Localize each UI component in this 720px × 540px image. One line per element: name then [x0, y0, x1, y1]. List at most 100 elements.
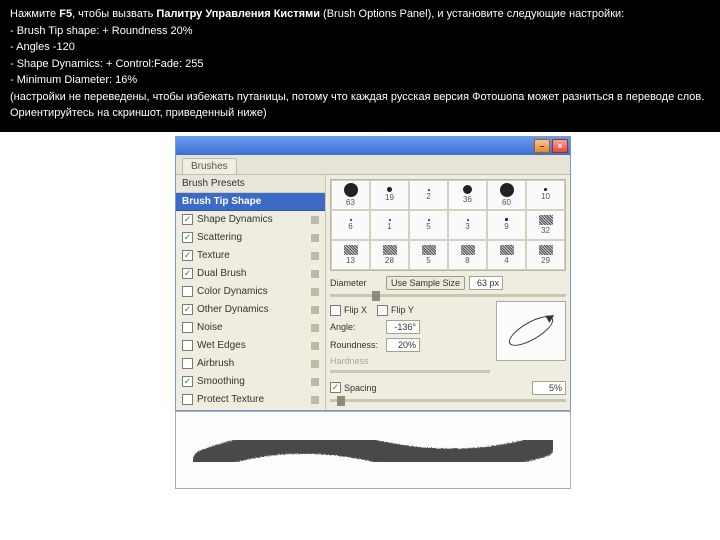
diameter-label: Diameter	[330, 278, 382, 288]
brush-swatch[interactable]: 1	[370, 210, 409, 240]
sidebar-checkbox[interactable]	[182, 340, 193, 351]
swatch-size-label: 5	[426, 256, 430, 265]
tab-row: Brushes	[176, 155, 570, 175]
swatch-icon	[344, 183, 358, 197]
sidebar-item-label: Texture	[197, 250, 230, 261]
angle-preview[interactable]	[496, 301, 566, 361]
brush-swatch[interactable]: 5	[409, 210, 448, 240]
lock-icon	[311, 396, 319, 404]
brush-settings-panel: 631923660106153932132858429 Diameter Use…	[326, 175, 570, 410]
sidebar-item-label: Noise	[197, 322, 223, 333]
sidebar-item-airbrush[interactable]: Airbrush	[176, 355, 325, 373]
brush-swatch[interactable]: 5	[409, 240, 448, 270]
swatch-icon	[539, 215, 553, 225]
sidebar-item-presets[interactable]: Brush Presets	[176, 175, 325, 193]
brush-swatch[interactable]: 63	[331, 180, 370, 210]
brush-swatch[interactable]: 10	[526, 180, 565, 210]
swatch-size-label: 2	[426, 192, 430, 201]
sidebar-checkbox[interactable]	[182, 268, 193, 279]
brush-swatch[interactable]: 36	[448, 180, 487, 210]
swatch-icon	[428, 189, 430, 191]
angle-value[interactable]: -136°	[386, 320, 420, 334]
swatch-icon	[428, 219, 430, 221]
sidebar-item-texture[interactable]: Texture	[176, 247, 325, 265]
swatch-icon	[467, 219, 469, 221]
brush-swatch[interactable]: 2	[409, 180, 448, 210]
swatch-icon	[350, 219, 352, 221]
swatch-icon	[463, 185, 472, 194]
sidebar-item-smoothing[interactable]: Smoothing	[176, 373, 325, 391]
tab-brushes[interactable]: Brushes	[182, 158, 237, 174]
swatch-icon	[422, 245, 436, 255]
sidebar-item-wet-edges[interactable]: Wet Edges	[176, 337, 325, 355]
sidebar-item-label: Wet Edges	[197, 340, 246, 351]
sidebar-item-label: Airbrush	[197, 358, 234, 369]
flip-y-label: Flip Y	[391, 305, 414, 315]
spacing-checkbox[interactable]	[330, 382, 341, 393]
sidebar-item-label: Protect Texture	[197, 394, 264, 405]
sidebar-item-label: Shape Dynamics	[197, 214, 273, 225]
sidebar-checkbox[interactable]	[182, 232, 193, 243]
minimize-button[interactable]: –	[534, 139, 550, 153]
lock-icon	[311, 216, 319, 224]
sidebar-checkbox[interactable]	[182, 214, 193, 225]
sidebar-checkbox[interactable]	[182, 358, 193, 369]
sidebar-item-label: Other Dynamics	[197, 304, 269, 315]
sidebar-item-color-dynamics[interactable]: Color Dynamics	[176, 283, 325, 301]
diameter-slider[interactable]	[330, 294, 566, 297]
sidebar-item-shape-dynamics[interactable]: Shape Dynamics	[176, 211, 325, 229]
swatch-size-label: 32	[541, 226, 550, 235]
brush-swatch[interactable]: 3	[448, 210, 487, 240]
sidebar-item-label: Color Dynamics	[197, 286, 268, 297]
spacing-value[interactable]: 5%	[532, 381, 566, 395]
brush-swatch[interactable]: 6	[331, 210, 370, 240]
sidebar-checkbox[interactable]	[182, 322, 193, 333]
brush-swatch[interactable]: 32	[526, 210, 565, 240]
swatch-icon	[500, 183, 514, 197]
roundness-value[interactable]: 20%	[386, 338, 420, 352]
swatch-size-label: 3	[465, 222, 469, 231]
swatch-icon	[505, 218, 507, 220]
sidebar-checkbox[interactable]	[182, 286, 193, 297]
sidebar-checkbox[interactable]	[182, 250, 193, 261]
swatch-size-label: 6	[348, 222, 352, 231]
sidebar-item-label: Scattering	[197, 232, 242, 243]
swatch-icon	[539, 245, 553, 255]
brush-swatch[interactable]: 9	[487, 210, 526, 240]
use-sample-size-button[interactable]: Use Sample Size	[386, 276, 465, 290]
sidebar-item-noise[interactable]: Noise	[176, 319, 325, 337]
swatch-icon	[389, 219, 391, 221]
window-titlebar: – ×	[176, 137, 570, 155]
instruction-text: Нажмите F5, чтобы вызвать Палитру Управл…	[0, 0, 720, 132]
brush-swatch[interactable]: 19	[370, 180, 409, 210]
brush-swatch[interactable]: 4	[487, 240, 526, 270]
brush-swatch[interactable]: 29	[526, 240, 565, 270]
diameter-value[interactable]: 63 px	[469, 276, 503, 290]
swatch-icon	[461, 245, 475, 255]
brush-swatch[interactable]: 28	[370, 240, 409, 270]
flip-y-checkbox[interactable]	[377, 305, 388, 316]
swatch-icon	[344, 245, 358, 255]
flip-x-checkbox[interactable]	[330, 305, 341, 316]
sidebar-item-other-dynamics[interactable]: Other Dynamics	[176, 301, 325, 319]
brush-swatch[interactable]: 8	[448, 240, 487, 270]
sidebar-item-brush-tip-shape[interactable]: Brush Tip Shape	[176, 193, 325, 211]
sidebar-checkbox[interactable]	[182, 394, 193, 405]
brush-swatch[interactable]: 60	[487, 180, 526, 210]
sidebar-item-scattering[interactable]: Scattering	[176, 229, 325, 247]
sidebar-checkbox[interactable]	[182, 376, 193, 387]
swatch-icon	[387, 187, 392, 192]
spacing-slider[interactable]	[330, 399, 566, 402]
swatch-size-label: 1	[387, 222, 391, 231]
sidebar-item-dual-brush[interactable]: Dual Brush	[176, 265, 325, 283]
lock-icon	[311, 288, 319, 296]
sidebar-item-protect-texture[interactable]: Protect Texture	[176, 391, 325, 409]
close-button[interactable]: ×	[552, 139, 568, 153]
swatch-size-label: 60	[502, 198, 511, 207]
sidebar-checkbox[interactable]	[182, 304, 193, 315]
spacing-label: Spacing	[344, 383, 377, 393]
brush-swatch-grid: 631923660106153932132858429	[330, 179, 566, 271]
swatch-size-label: 29	[541, 256, 550, 265]
brush-swatch[interactable]: 13	[331, 240, 370, 270]
swatch-size-label: 8	[465, 256, 469, 265]
